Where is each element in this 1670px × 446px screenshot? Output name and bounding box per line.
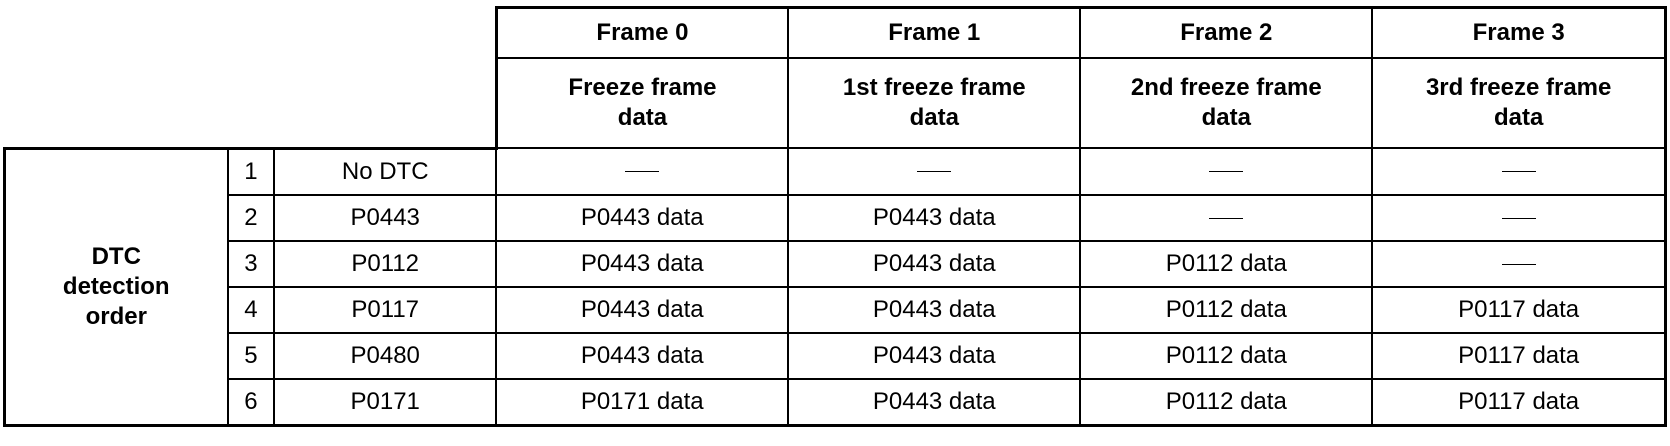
frame-1-data-cell: P0443 data [787,331,1082,380]
empty-cell [1371,193,1668,242]
frame-1-data-cell: P0443 data [787,239,1082,288]
no-data-dash [1209,171,1244,173]
frame-0-description: Freeze frame data [494,57,790,149]
table-row: 6 P0171 P0171 data P0443 data P0112 data P011… [5,377,1668,427]
frame-1-data-cell: P0443 data [787,285,1082,334]
frame-2-data-cell: P0112 data [1079,285,1374,334]
frame-0-data-cell: P0443 data [495,285,790,334]
order-number: 4 [226,285,276,334]
empty-cell [1079,147,1374,196]
frame-0-data-cell: P0443 data [495,193,790,242]
empty-cell [495,147,790,196]
empty-cell [1371,239,1668,288]
freeze-frame-table: Frame 0 Frame 1 Frame 2 Frame 3 Freeze f… [2,6,1668,427]
empty-cell [787,147,1082,196]
order-number: 3 [226,239,276,288]
table-row: DTC detection order 1 No DTC [2,146,1668,427]
frame-0-description-text: Freeze frame data [568,74,717,131]
dtc-code: P0480 [273,331,498,380]
dtc-detection-order-label: DTC detection order [2,146,229,427]
frame-3-header: Frame 3 [1371,6,1668,59]
no-data-dash [1501,171,1536,173]
order-number: 2 [226,193,276,242]
order-number: 1 [226,146,276,196]
frame-3-data-cell: P0117 data [1371,377,1668,427]
frame-description-row: Freeze frame data 1st freeze frame data 2n… [5,57,1668,149]
table-row: 5 P0480 P0443 data P0443 data P0112 data P011… [5,331,1668,380]
frame-2-description-text: 2nd freeze frame data [1130,74,1322,131]
order-number: 5 [226,331,276,380]
no-data-dash [1501,217,1536,219]
frame-2-header: Frame 2 [1079,6,1374,59]
frame-0-data-cell: P0443 data [495,331,790,380]
no-data-dash [917,171,952,173]
frame-1-data-cell: P0443 data [787,377,1082,427]
dtc-code: P0443 [273,193,498,242]
frame-3-data-cell: P0117 data [1371,285,1668,334]
frame-0-data-cell: P0171 data [495,377,790,427]
dtc-code: P0117 [273,285,498,334]
frame-2-data-cell: P0112 data [1079,377,1374,427]
no-data-dash [625,171,660,173]
frame-1-header: Frame 1 [787,6,1082,59]
dtc-code: No DTC [273,146,498,196]
table-row: 3 P0112 P0443 data P0443 data P0112 data [5,239,1668,288]
frame-header-row: Frame 0 Frame 1 Frame 2 Frame 3 [4,6,1668,148]
no-data-dash [1501,263,1536,265]
frame-3-data-cell: P0117 data [1371,331,1668,380]
table-body: DTC detection order 1 No DTC 2 P0443 P0443 data… [2,146,1668,427]
table-row: 4 P0117 P0443 data P0443 data P0112 data P011… [5,285,1668,334]
dtc-code: P0112 [273,239,498,288]
frame-2-description: 2nd freeze frame data [1079,57,1374,149]
frame-1-data-cell: P0443 data [787,193,1082,242]
frame-0-data-cell: P0443 data [495,239,790,288]
frame-2-data-cell: P0112 data [1079,331,1374,380]
table-row: 2 P0443 P0443 data P0443 data [5,193,1668,242]
empty-cell [1371,147,1668,196]
frame-2-data-cell: P0112 data [1079,239,1374,288]
empty-corner [4,7,497,148]
frame-0-header: Frame 0 [494,6,790,59]
frame-1-description-text: 1st freeze frame data [842,74,1026,131]
order-number: 6 [226,377,276,427]
frame-3-description-text: 3rd freeze frame data [1425,74,1612,131]
empty-cell [1079,193,1374,242]
frame-1-description: 1st freeze frame data [787,57,1082,149]
no-data-dash [1209,217,1244,219]
dtc-code: P0171 [273,377,498,427]
frame-3-description: 3rd freeze frame data [1371,57,1668,149]
